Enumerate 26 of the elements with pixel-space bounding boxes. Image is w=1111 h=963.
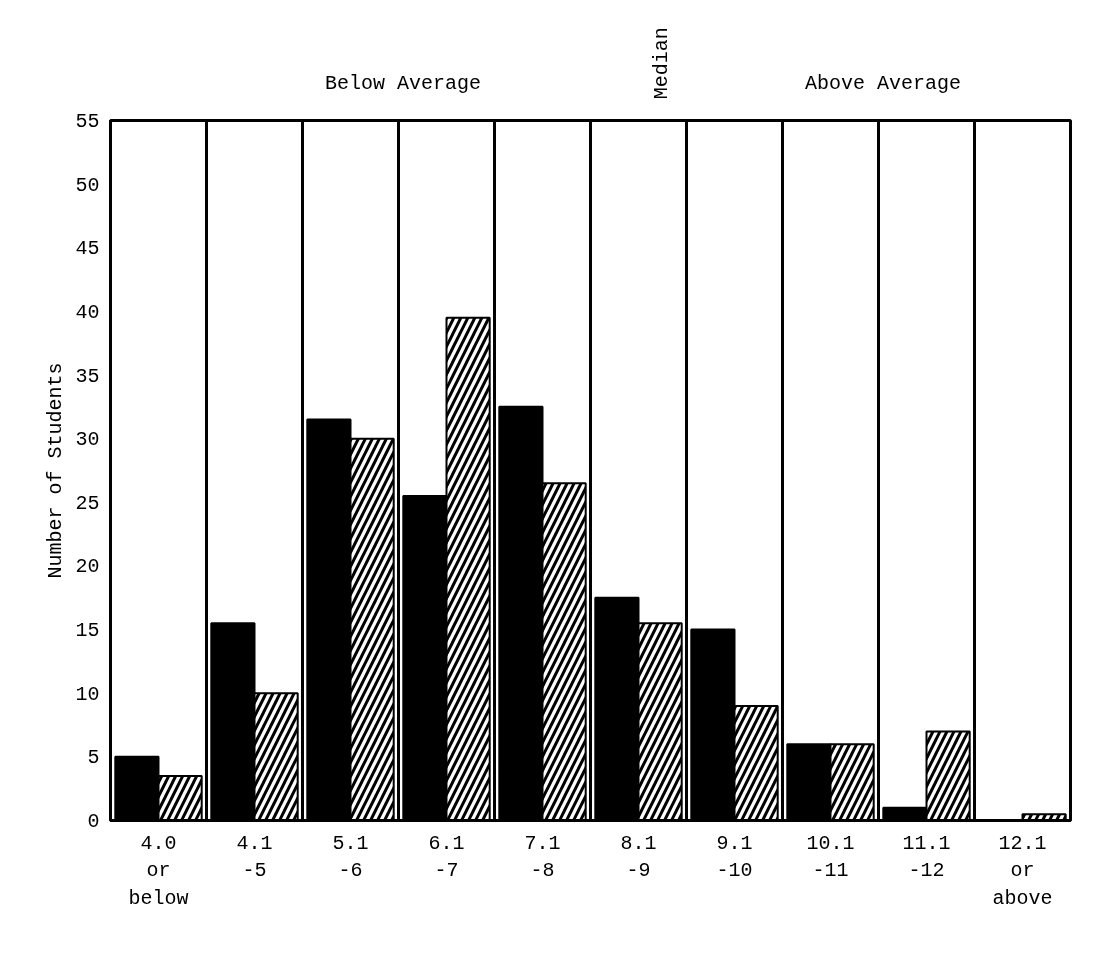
- text: Median: [648, 26, 674, 100]
- y-tick-label: 0: [87, 810, 100, 833]
- x-tick-label: 10.1 -11: [806, 831, 855, 883]
- y-axis-title: Number of Students: [44, 362, 68, 579]
- x-tick-label: 7.1 -8: [524, 831, 561, 883]
- x-tick-label: 12.1 or above: [992, 831, 1053, 910]
- x-tick-label: 4.0 or below: [128, 831, 189, 910]
- y-tick-label: 45: [75, 237, 100, 261]
- y-tick-label: 35: [75, 364, 100, 388]
- y-tick-label: 15: [75, 619, 100, 643]
- y-tick-label: 55: [75, 110, 100, 133]
- y-tick-label: 5: [87, 746, 100, 770]
- y-tick-label: 20: [75, 555, 100, 579]
- x-tick-label: 9.1 -10: [716, 831, 753, 883]
- text: Above Average: [804, 71, 962, 97]
- y-tick-label: 10: [75, 682, 100, 706]
- x-tick-label: 5.1 -6: [332, 831, 369, 883]
- y-tick-label: 50: [75, 173, 100, 197]
- y-tick-label: 30: [75, 428, 100, 452]
- text: Below Average: [324, 71, 482, 97]
- x-tick-label: 8.1 -9: [620, 831, 657, 883]
- y-tick-label: 40: [75, 300, 100, 324]
- y-tick-label: 25: [75, 491, 100, 515]
- x-tick-label: 4.1 -5: [236, 831, 273, 883]
- x-tick-label: 6.1 -7: [428, 831, 465, 883]
- x-tick-label: 11.1 -12: [902, 831, 951, 883]
